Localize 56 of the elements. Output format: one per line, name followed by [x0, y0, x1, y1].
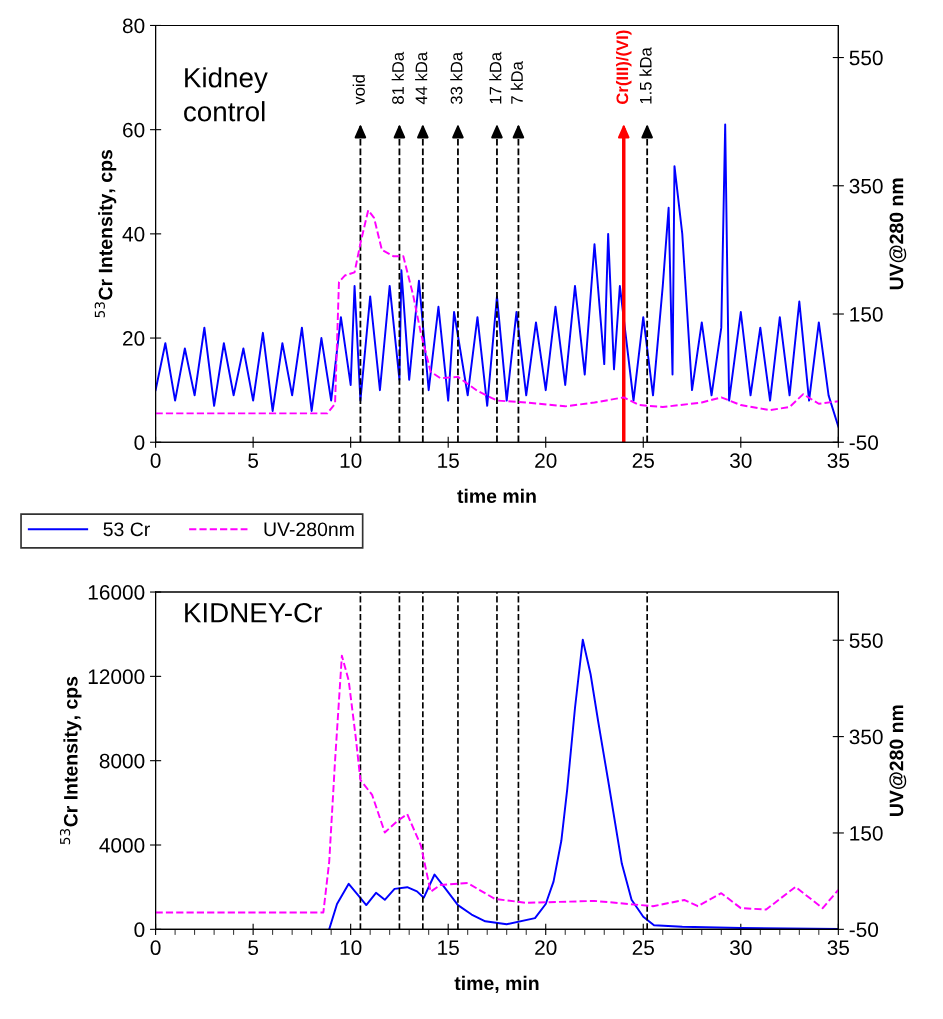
y2-axis-title: UV@280 nm [889, 705, 907, 817]
x-tick-label: 35 [827, 940, 850, 956]
y2-tick-label: 150 [850, 307, 883, 322]
y2-tick-label: 350 [849, 178, 883, 194]
y-tick-label: 20 [123, 331, 145, 346]
x-tick-label: 30 [730, 453, 752, 468]
ref-line-label: 81 kDa [391, 51, 404, 104]
ref-line-label: 1.5 kDa [639, 47, 652, 104]
ref-line-label: 7 kDa [510, 61, 523, 104]
x-tick-label: 5 [248, 940, 259, 956]
y2-tick-label: 350 [849, 729, 883, 745]
x-tick-label: 5 [248, 453, 259, 468]
y-tick-label: 0 [134, 435, 145, 450]
y-tick-label: 8000 [99, 753, 145, 769]
y-tick-label: 16000 [88, 585, 145, 600]
line-series [155, 209, 839, 415]
x-tick-label: 35 [827, 453, 850, 468]
line-series [155, 123, 839, 428]
y2-tick-label: -50 [849, 435, 879, 450]
x-tick-label: 0 [150, 453, 161, 468]
y2-tick-label: 150 [850, 825, 883, 841]
y-tick-label: 80 [122, 18, 145, 34]
x-axis-title: time min [457, 488, 536, 504]
y-tick-label: 12000 [88, 669, 145, 685]
x-tick-label: 15 [438, 453, 459, 468]
y2-axis-title: UV@280 nm [889, 178, 907, 290]
y-tick-label: 4000 [99, 838, 145, 853]
x-tick-label: 25 [632, 453, 654, 468]
ref-line-label: 33 kDa [450, 51, 463, 105]
x-tick-label: 25 [632, 940, 654, 956]
x-tick-label: 30 [730, 940, 752, 956]
x-tick-label: 20 [535, 940, 557, 956]
y-axis-title: $^{53}$Cr Intensity, cps [94, 150, 117, 318]
x-axis-title: time, min [454, 975, 539, 993]
y2-tick-label: -50 [849, 922, 879, 938]
ref-line-label: 44 kDa [415, 51, 428, 105]
ref-line-label: Cr(III)/(VI) [615, 30, 632, 104]
y-tick-label: 0 [134, 922, 145, 938]
line-series [155, 654, 839, 914]
x-tick-label: 15 [438, 940, 459, 956]
y2-tick-label: 550 [849, 50, 883, 66]
ref-line-label: 17 kDa [489, 51, 502, 104]
line-series [328, 638, 839, 930]
x-tick-label: 20 [535, 453, 557, 468]
annotation: KIDNEY-Cr [185, 602, 322, 623]
x-tick-label: 10 [340, 453, 362, 468]
ref-line-label: void [352, 75, 365, 105]
y-tick-label: 40 [122, 226, 145, 242]
y-axis-title: $^{53}$Cr Intensity, cps [59, 676, 82, 845]
x-tick-label: 10 [340, 940, 362, 956]
annotation: Kidney control [184, 67, 268, 122]
y-tick-label: 60 [123, 122, 145, 138]
y2-tick-label: 550 [849, 633, 883, 648]
legend-label: UV-280nm [264, 522, 354, 537]
legend-label: 53 Cr [103, 522, 150, 537]
x-tick-label: 0 [150, 940, 161, 956]
